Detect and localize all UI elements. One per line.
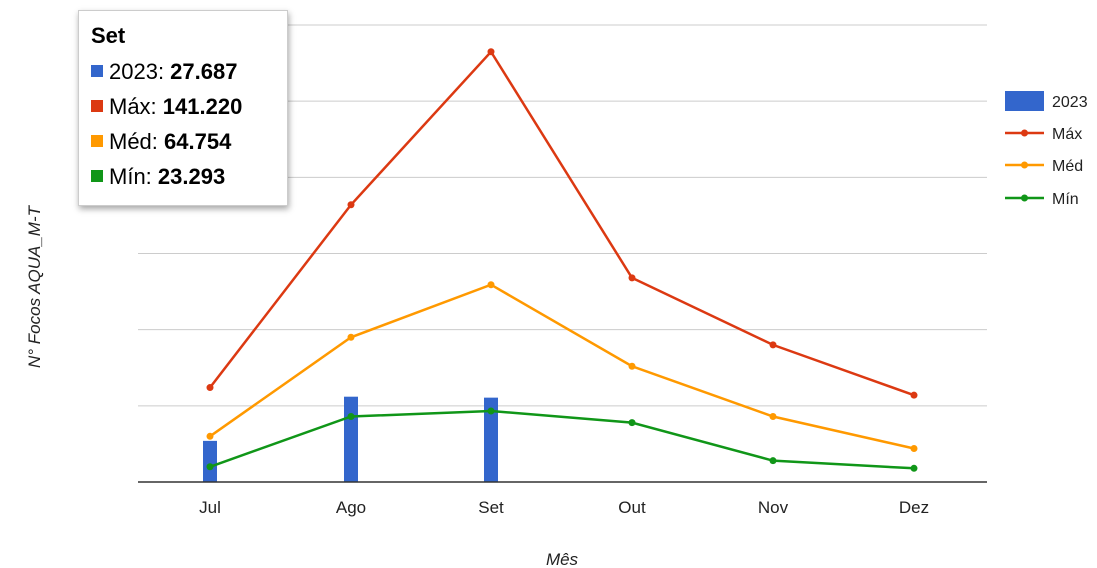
- point-Méd-Jul[interactable]: [206, 432, 214, 440]
- x-tick-label: Dez: [899, 498, 929, 517]
- tooltip-value: 64.754: [164, 129, 232, 154]
- legend[interactable]: 2023 Máx Méd Mín: [1005, 91, 1088, 208]
- point-Méd-Set[interactable]: [487, 281, 495, 289]
- bar-series-2023: [203, 396, 498, 482]
- bar-Ago[interactable]: [344, 396, 358, 482]
- point-Máx-Ago[interactable]: [347, 201, 355, 209]
- point-Mín-Jul[interactable]: [206, 463, 214, 471]
- point-Máx-Set[interactable]: [487, 48, 495, 56]
- swatch-min: [91, 170, 103, 182]
- x-tick-label: Out: [618, 498, 646, 517]
- x-tick-label: Nov: [758, 498, 789, 517]
- legend-item-Mín[interactable]: Mín: [1005, 191, 1079, 208]
- legend-marker: [1021, 161, 1028, 169]
- point-Méd-Dez[interactable]: [910, 444, 918, 452]
- legend-label: Máx: [1052, 126, 1082, 143]
- point-Máx-Dez[interactable]: [910, 391, 918, 399]
- tooltip-value: 23.293: [157, 164, 226, 189]
- tooltip-value: 27.687: [170, 59, 238, 84]
- legend-label: 2023: [1052, 94, 1088, 111]
- x-tick-label: Set: [478, 498, 504, 517]
- legend-swatch: [1005, 91, 1044, 111]
- bar-Set[interactable]: [484, 397, 498, 482]
- legend-marker: [1021, 129, 1028, 137]
- x-tick-label: Jul: [199, 498, 221, 517]
- x-axis-title: Mês: [546, 550, 579, 568]
- line-Méd: [209, 283, 915, 450]
- tooltip-row-max: Máx: 141.220: [91, 89, 275, 124]
- y-axis-title: N° Focos AQUA_M-T: [25, 204, 44, 368]
- point-Mín-Nov[interactable]: [769, 457, 777, 465]
- legend-item-2023[interactable]: 2023: [1005, 91, 1088, 111]
- tooltip-label: Mín:: [109, 164, 158, 189]
- tooltip-label: 2023:: [109, 59, 171, 84]
- point-Máx-Jul[interactable]: [206, 384, 214, 392]
- x-tick-label: Ago: [336, 498, 366, 517]
- tooltip-row-2023: 2023: 27.687: [91, 54, 275, 89]
- legend-item-Máx[interactable]: Máx: [1005, 126, 1082, 143]
- line-series: [206, 48, 918, 472]
- line-Mín: [209, 409, 915, 470]
- tooltip-title: Set: [91, 23, 126, 48]
- point-Mín-Ago[interactable]: [347, 412, 355, 420]
- line-Máx: [209, 49, 915, 397]
- tooltip-row-med: Méd: 64.754: [91, 124, 275, 159]
- point-Máx-Nov[interactable]: [769, 341, 777, 349]
- point-Mín-Dez[interactable]: [910, 464, 918, 472]
- x-axis-ticks: Jul Ago Set Out Nov Dez: [199, 498, 929, 517]
- legend-marker: [1021, 194, 1028, 202]
- legend-item-Méd[interactable]: Méd: [1005, 158, 1083, 175]
- point-Méd-Out[interactable]: [628, 362, 636, 370]
- tooltip-value: 141.220: [162, 94, 243, 119]
- bar-Jul[interactable]: [203, 440, 217, 482]
- swatch-2023: [91, 65, 103, 77]
- point-Méd-Ago[interactable]: [347, 333, 355, 341]
- legend-label: Méd: [1052, 158, 1083, 175]
- tooltip-row-min: Mín: 23.293: [91, 159, 275, 194]
- point-Mín-Out[interactable]: [628, 419, 636, 427]
- point-Mín-Set[interactable]: [487, 407, 495, 415]
- tooltip-label: Máx:: [109, 94, 163, 119]
- point-Méd-Nov[interactable]: [769, 412, 777, 420]
- tooltip: Set 2023: 27.687 Máx: 141.220 Méd: 64.75…: [78, 10, 288, 206]
- legend-label: Mín: [1052, 191, 1079, 208]
- swatch-max: [91, 100, 103, 112]
- tooltip-label: Méd:: [109, 129, 165, 154]
- swatch-med: [91, 135, 103, 147]
- point-Máx-Out[interactable]: [628, 274, 636, 282]
